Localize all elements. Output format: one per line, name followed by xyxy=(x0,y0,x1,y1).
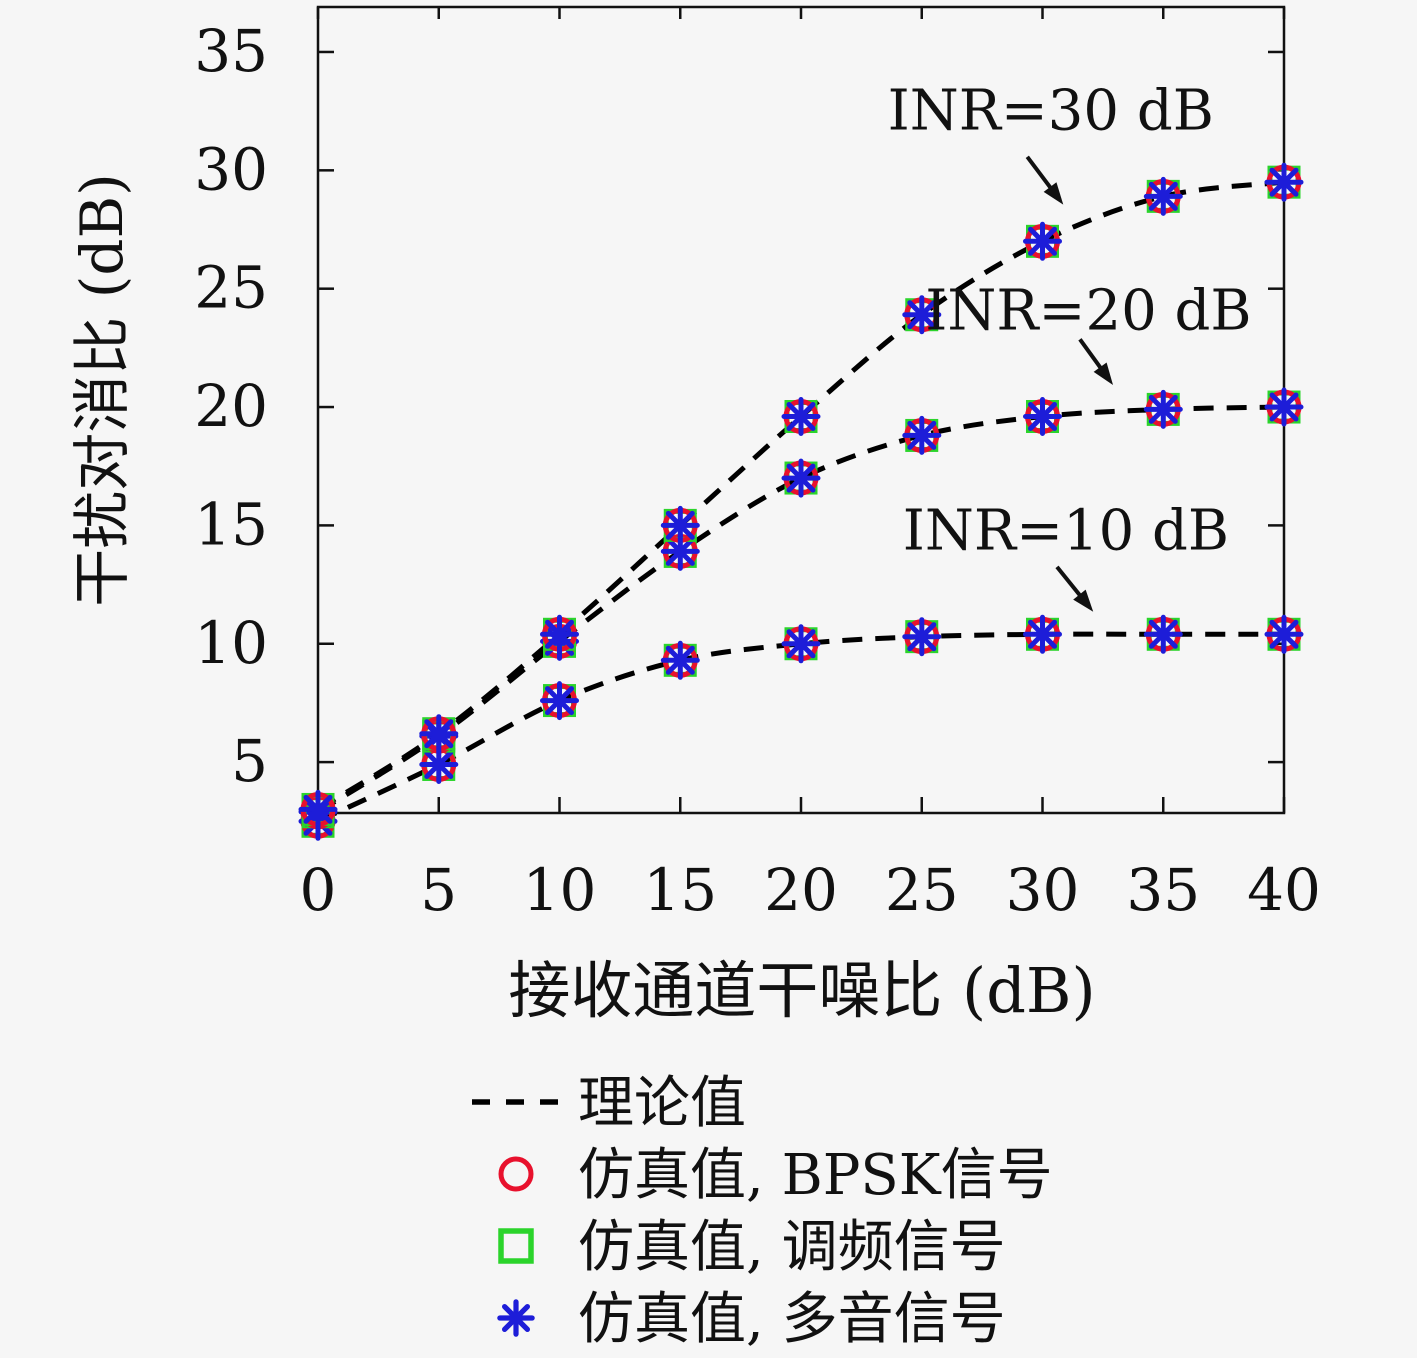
x-tick-label: 15 xyxy=(643,856,717,924)
y-tick-label: 30 xyxy=(194,135,268,203)
marker-asterisk xyxy=(902,415,942,455)
annotation-arrow xyxy=(1078,338,1103,371)
marker-asterisk xyxy=(540,681,579,721)
marker-asterisk xyxy=(781,458,821,498)
annotation-label: INR=30 dB xyxy=(888,78,1214,143)
y-tick-label: 35 xyxy=(194,17,268,85)
y-tick-label: 10 xyxy=(194,609,268,677)
marker-asterisk xyxy=(902,295,942,335)
marker-asterisk xyxy=(1264,387,1304,427)
x-tick-label: 30 xyxy=(1006,856,1080,924)
marker-asterisk xyxy=(1264,162,1304,202)
annotation-arrowhead xyxy=(1043,182,1064,205)
marker-asterisk xyxy=(1023,614,1062,654)
x-axis-title: 接收通道干噪比 (dB) xyxy=(508,954,1095,1027)
x-tick-label: 5 xyxy=(420,856,457,924)
y-tick-label: 20 xyxy=(194,372,268,440)
marker-asterisk xyxy=(1023,221,1062,261)
y-tick-label: 15 xyxy=(194,490,268,558)
legend-square-marker xyxy=(498,1228,534,1264)
legend-item-label: 仿真值, 调频信号 xyxy=(578,1215,1006,1280)
y-tick-label: 5 xyxy=(231,727,268,795)
marker-asterisk xyxy=(1264,614,1304,654)
annotation-arrowhead xyxy=(1073,589,1094,612)
legend-item-label: 仿真值, BPSK信号 xyxy=(578,1143,1053,1208)
y-tick-label: 25 xyxy=(194,254,268,322)
marker-asterisk xyxy=(419,714,459,754)
x-tick-label: 35 xyxy=(1126,856,1200,924)
marker-asterisk xyxy=(781,624,821,664)
legend-item-label: 仿真值, 多音信号 xyxy=(578,1287,1006,1352)
marker-asterisk xyxy=(1143,176,1183,216)
marker-asterisk xyxy=(1143,614,1183,654)
marker-asterisk xyxy=(1023,397,1062,436)
marker-asterisk xyxy=(902,617,942,657)
marker-asterisk xyxy=(660,531,700,571)
y-axis-title: 干扰对消比 (dB) xyxy=(68,173,136,606)
marker-asterisk xyxy=(298,789,338,829)
legend-circle-marker xyxy=(498,1156,534,1192)
theory-curve-30 xyxy=(316,179,1285,812)
x-tick-label: 0 xyxy=(300,856,337,924)
annotation-label: INR=20 dB xyxy=(925,279,1251,344)
marker-asterisk xyxy=(660,640,700,680)
annotation-arrow xyxy=(1025,155,1053,190)
x-tick-label: 40 xyxy=(1247,856,1321,924)
legend-item-label: 理论值 xyxy=(578,1071,746,1136)
marker-asterisk xyxy=(660,505,700,545)
annotation-arrowhead xyxy=(1093,362,1114,386)
x-tick-label: 20 xyxy=(764,856,838,924)
theory-curve-20 xyxy=(316,404,1285,814)
x-tick-label: 10 xyxy=(523,856,597,924)
marker-asterisk xyxy=(419,745,459,784)
legend-asterisk-marker xyxy=(497,1299,535,1337)
marker-asterisk xyxy=(1143,389,1183,429)
x-tick-label: 25 xyxy=(885,856,959,924)
marker-asterisk xyxy=(781,397,821,436)
marker-asterisk xyxy=(540,614,579,654)
annotation-arrow xyxy=(1055,565,1083,598)
annotation-label: INR=10 dB xyxy=(903,499,1229,564)
